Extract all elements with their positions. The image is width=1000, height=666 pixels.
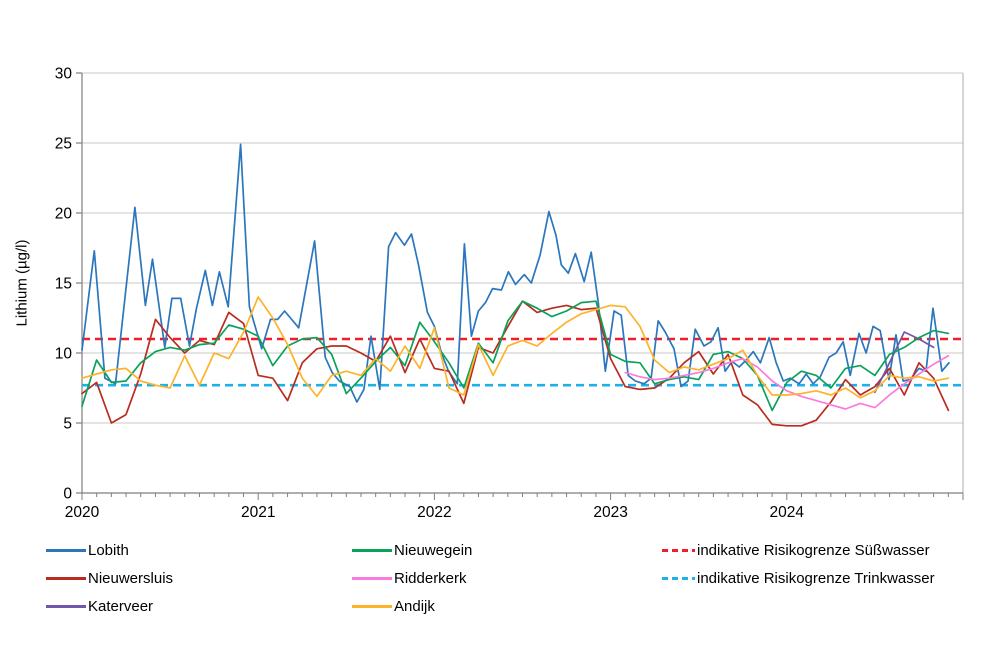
legend-item-andijk: Andijk (352, 592, 472, 620)
x-tick-label-2024: 2024 (770, 504, 805, 521)
nieuwersluis-line-swatch-icon (46, 576, 86, 580)
legend-item-lobith: Lobith (46, 536, 173, 564)
legend-column-2: Nieuwegein Ridderkerk Andijk (352, 536, 472, 620)
y-tick-label: 0 (63, 486, 72, 503)
legend-label: Ridderkerk (394, 569, 467, 587)
y-tick-label: 10 (55, 346, 73, 363)
series-line-ridderkerk (624, 354, 950, 410)
ridderkerk-line-swatch-icon (352, 576, 392, 580)
legend-label: indikative Risikogrenze Trinkwasser (697, 569, 935, 587)
lobith-line-swatch-icon (46, 548, 86, 552)
legend-label: Lobith (88, 541, 129, 559)
legend-label: Andijk (394, 597, 435, 615)
legend-column-1: Lobith Nieuwersluis Katerveer (46, 536, 173, 620)
legend-item-nieuwersluis: Nieuwersluis (46, 564, 173, 592)
legend-item-ridderkerk: Ridderkerk (352, 564, 472, 592)
legend-label: indikative Risikogrenze Süßwasser (697, 541, 930, 559)
legend-column-3: indikative Risikogrenze Süßwasser indika… (662, 536, 935, 592)
x-tick-label-2021: 2021 (241, 504, 275, 521)
y-tick-label: 15 (55, 276, 72, 293)
x-tick-label-2022: 2022 (417, 504, 451, 521)
katerveer-line-swatch-icon (46, 604, 86, 608)
legend-item-katerveer: Katerveer (46, 592, 173, 620)
series-line-nieuwersluis (81, 300, 950, 427)
y-tick-label: 5 (63, 416, 72, 433)
nieuwegein-line-swatch-icon (352, 548, 392, 552)
legend-item-risikogrenze-trinkwasser: indikative Risikogrenze Trinkwasser (662, 564, 935, 592)
andijk-line-swatch-icon (352, 604, 392, 608)
y-tick-label: 25 (55, 136, 72, 153)
legend-label: Katerveer (88, 597, 154, 615)
suesswasser-dashed-line-swatch-icon (662, 548, 695, 552)
x-tick-label-2023: 2023 (593, 504, 627, 521)
series-line-andijk (81, 296, 950, 399)
x-tick-label-2020: 2020 (65, 504, 100, 521)
legend-label: Nieuwegein (394, 541, 473, 559)
y-axis-title: Lithium (µg/l) (13, 239, 31, 327)
y-tick-label: 30 (55, 66, 73, 83)
series-line-nieuwegein (81, 300, 950, 412)
lithium-line-chart: 0 5 10 15 20 25 30 2020 2021 2022 2023 2024 (55, 66, 964, 521)
legend-item-nieuwegein: Nieuwegein (352, 536, 472, 564)
legend-item-risikogrenze-suesswasser: indikative Risikogrenze Süßwasser (662, 536, 935, 564)
y-tick-label: 20 (55, 206, 73, 223)
series-line-katerveer (874, 331, 935, 394)
legend-label: Nieuwersluis (88, 569, 174, 587)
trinkwasser-dashed-line-swatch-icon (662, 576, 695, 580)
chart-legend: Lobith Nieuwersluis Katerveer Nieuwegein… (0, 536, 1000, 636)
series-line-lobith (81, 143, 950, 403)
